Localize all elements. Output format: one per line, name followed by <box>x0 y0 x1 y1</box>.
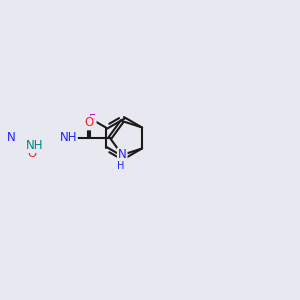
Text: NH: NH <box>59 131 77 145</box>
Text: O: O <box>27 147 36 160</box>
Text: NH: NH <box>26 139 43 152</box>
Text: N: N <box>7 131 15 145</box>
Text: H: H <box>117 161 125 171</box>
Text: F: F <box>89 113 96 126</box>
Text: O: O <box>84 116 94 129</box>
Text: N: N <box>118 148 127 161</box>
